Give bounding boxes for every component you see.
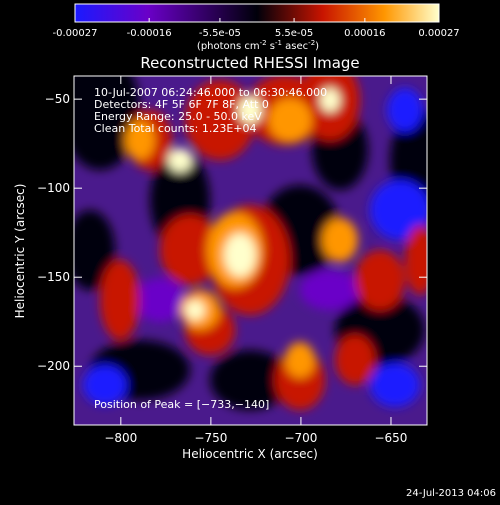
colorbar-tick-label: -5.5e-05 [199, 28, 241, 39]
heatmap-blob [320, 88, 340, 112]
chart-title: Reconstructed RHESSI Image [140, 54, 359, 72]
y-tick-label: −200 [37, 359, 70, 373]
heatmap-blob [74, 210, 115, 290]
heatmap-blob [160, 215, 220, 285]
heatmap-blob [224, 233, 256, 277]
x-tick-label: −750 [194, 431, 227, 445]
colorbar-tick-label: -0.00016 [127, 28, 172, 39]
annotation-clean: Clean Total counts: 1.23E+04 [94, 122, 257, 135]
y-tick-label: −100 [37, 181, 70, 195]
colorbar-strip [74, 3, 440, 23]
x-tick-label: −650 [374, 431, 407, 445]
colorbar: -0.00027 -0.00016 -5.5e-05 5.5e-05 0.00016 0.… [53, 3, 460, 52]
x-axis-label: Heliocentric X (arcsec) [182, 447, 318, 461]
heatmap-blob [335, 335, 375, 385]
heatmap-blob [322, 218, 358, 262]
annotation-peak: Position of Peak = [−733,−140] [94, 398, 269, 411]
y-tick-label: −150 [37, 270, 70, 284]
colorbar-tick-label: 0.00016 [344, 28, 385, 39]
heatmap-blob [238, 96, 262, 124]
x-tick-label: −700 [284, 431, 317, 445]
heatmap-blob [100, 260, 140, 340]
annotations: 10-Jul-2007 06:24:46.000 to 06:30:46.000… [94, 86, 327, 411]
heatmap-blob [83, 365, 127, 405]
heatmap-blob [355, 250, 405, 310]
heatmap-blob [74, 76, 140, 170]
heatmap-blob [168, 148, 192, 172]
heatmap [74, 76, 427, 425]
colorbar-unit-label: (photons cm-2 s-1 asec-2) [197, 39, 319, 52]
heatmap-blob [370, 180, 427, 240]
y-axis-label: Heliocentric Y (arcsec) [13, 184, 27, 319]
annotation-detectors: Detectors: 4F 5F 6F 7F 8F, Att 0 [94, 98, 269, 111]
colorbar-tick-label: 5.5e-05 [275, 28, 313, 39]
colorbar-tick-label: -0.00027 [53, 28, 98, 39]
heatmap-blob [300, 270, 360, 310]
colorbar-ticks: -0.00027 -0.00016 -5.5e-05 5.5e-05 0.00016 0.… [53, 18, 460, 39]
footer-timestamp: 24-Jul-2013 04:06 [406, 488, 496, 499]
annotation-energy: Energy Range: 25.0 - 50.0 keV [94, 110, 262, 123]
y-tick-label: −50 [45, 92, 70, 106]
heatmap-blob [285, 342, 315, 378]
colorbar-tick-label: 0.00027 [418, 28, 459, 39]
annotation-time-range: 10-Jul-2007 06:24:46.000 to 06:30:46.000 [94, 86, 327, 99]
heatmap-blob [210, 350, 290, 410]
plot-frame [73, 75, 428, 426]
x-tick-label: −800 [104, 431, 137, 445]
heatmap-blob [185, 80, 255, 160]
heatmap-blob [370, 363, 420, 407]
heatmap-blob [268, 98, 312, 142]
heatmap-blob [405, 225, 427, 295]
heatmap-blob [135, 278, 185, 322]
heatmap-blob [125, 120, 155, 160]
heatmap-blobs [74, 76, 427, 410]
axis-ticks: −800 −750 −700 −650 −50 −100 −150 −200 [37, 76, 427, 445]
heatmap-blob [185, 300, 205, 320]
heatmap-blob [387, 88, 423, 132]
